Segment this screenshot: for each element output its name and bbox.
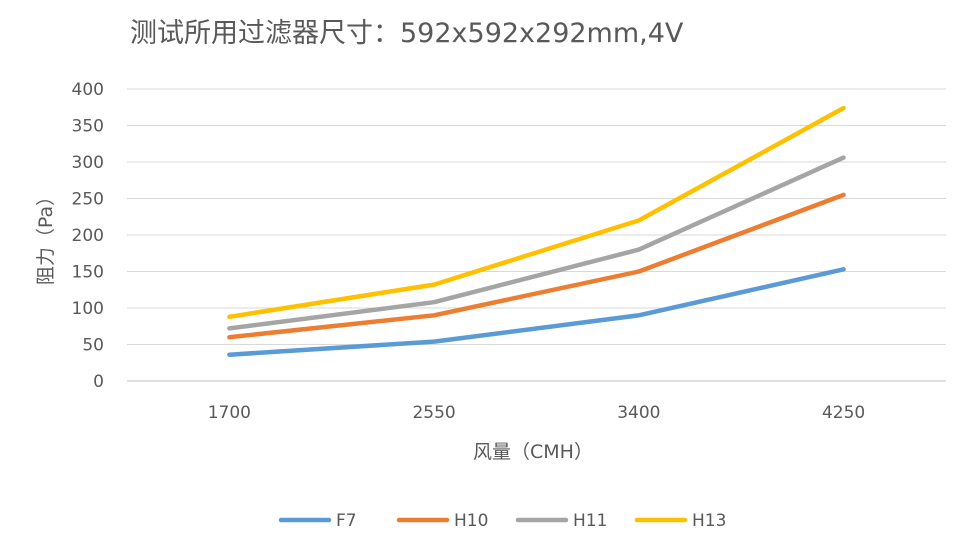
x-tick-label: 3400 [617, 403, 660, 423]
series-lines [227, 105, 846, 357]
legend-label-h13: H13 [692, 511, 726, 531]
y-tick-label: 350 [72, 117, 104, 137]
series-line-f7 [227, 267, 846, 357]
y-tick-label: 50 [82, 336, 104, 356]
y-axis-ticks: 0 50 100 150 200 250 300 350 400 [72, 80, 104, 392]
series-line-h11 [227, 155, 846, 331]
y-axis-label: 阻力（Pa） [35, 187, 57, 285]
series-line-h13 [227, 105, 846, 320]
y-tick-label: 150 [72, 263, 104, 283]
series-line-h10 [227, 192, 846, 340]
chart-title: 测试所用过滤器尺寸：592x592x292mm,4V [130, 18, 684, 49]
x-tick-label: 2550 [412, 403, 455, 423]
y-tick-label: 200 [72, 226, 104, 246]
legend: F7 H10 H11 H13 [278, 511, 726, 531]
legend-label-h10: H10 [454, 511, 488, 531]
y-tick-label: 100 [72, 299, 104, 319]
x-axis-ticks: 1700 2550 3400 4250 [208, 403, 866, 423]
y-tick-label: 300 [72, 153, 104, 173]
gridlines [127, 88, 946, 382]
y-tick-label: 0 [93, 372, 104, 392]
legend-label-f7: F7 [336, 511, 357, 531]
y-tick-label: 250 [72, 190, 104, 210]
x-tick-label: 4250 [822, 403, 865, 423]
legend-label-h11: H11 [573, 511, 607, 531]
x-tick-label: 1700 [208, 403, 251, 423]
y-tick-label: 400 [72, 80, 104, 100]
x-axis-label: 风量（CMH） [473, 441, 593, 463]
